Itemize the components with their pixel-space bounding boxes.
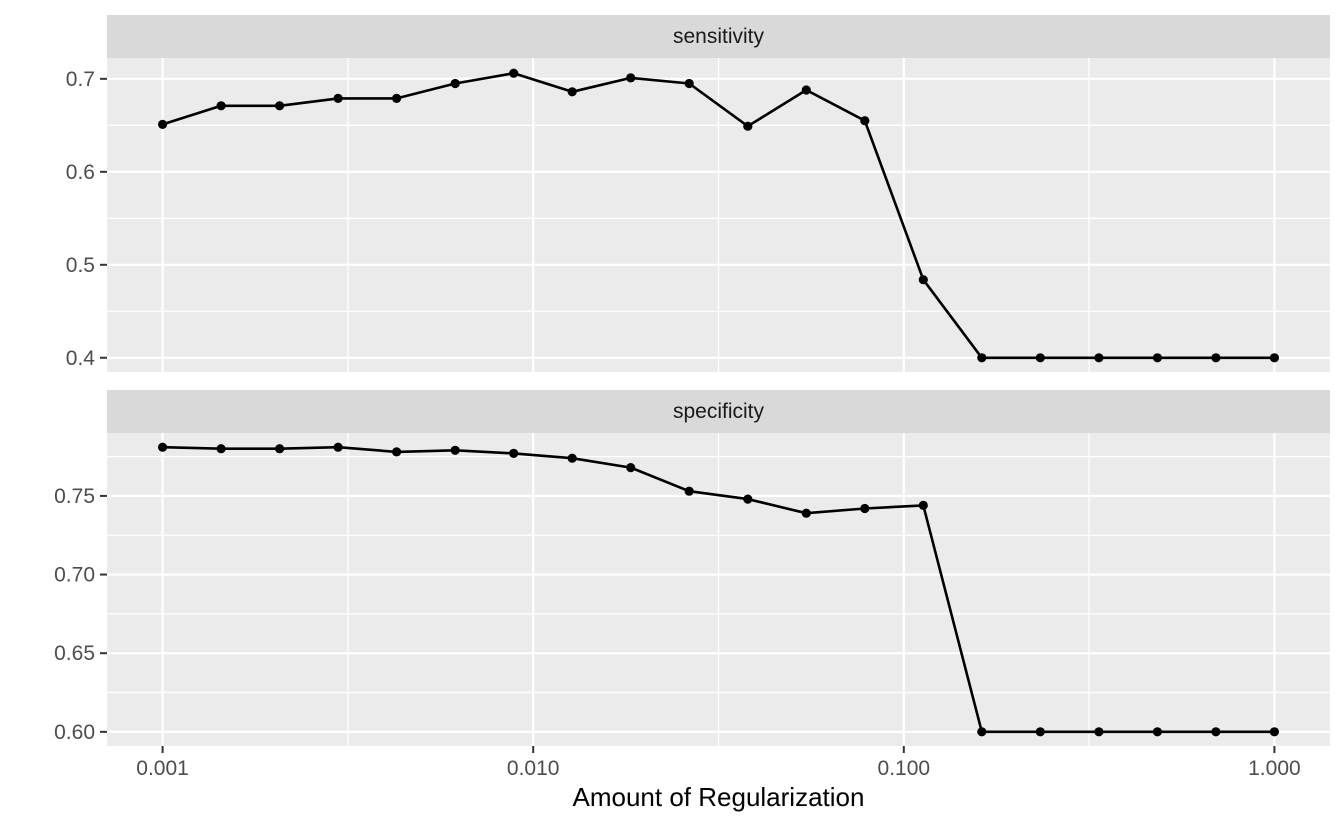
y-tick-label-specificity: 0.70 [54, 564, 95, 587]
series-line-sensitivity [162, 71, 1275, 360]
data-point-sensitivity-12 [801, 85, 811, 95]
data-point-sensitivity-4 [333, 93, 343, 103]
data-point-specificity-19 [1211, 727, 1221, 737]
data-point-specificity-17 [1094, 727, 1104, 737]
data-point-sensitivity-6 [450, 78, 460, 89]
y-tick-label-sensitivity: 0.6 [66, 161, 95, 184]
series-line-specificity [162, 445, 1275, 734]
data-point-specificity-2 [216, 444, 226, 454]
x-axis-title: Amount of Regularization [572, 782, 865, 812]
data-point-sensitivity-8 [567, 87, 577, 97]
data-point-sensitivity-7 [509, 68, 519, 78]
x-tick-label: 0.100 [878, 757, 931, 780]
y-tick-label-specificity: 0.75 [54, 485, 95, 508]
data-point-specificity-12 [801, 508, 811, 518]
x-tick-label: 1.000 [1248, 757, 1301, 780]
data-point-specificity-10 [684, 486, 694, 496]
data-point-specificity-14 [918, 500, 928, 510]
facet-strip-label-sensitivity: sensitivity [672, 24, 765, 48]
data-point-sensitivity-18 [1152, 353, 1162, 363]
data-point-sensitivity-10 [684, 78, 694, 89]
data-point-sensitivity-17 [1094, 353, 1104, 363]
data-point-sensitivity-2 [216, 101, 226, 111]
data-point-sensitivity-11 [743, 121, 753, 131]
data-point-sensitivity-20 [1269, 353, 1279, 363]
y-tick-label-sensitivity: 0.4 [66, 347, 96, 370]
data-point-sensitivity-16 [1035, 353, 1045, 363]
data-point-specificity-11 [743, 494, 753, 504]
data-point-sensitivity-5 [392, 93, 402, 103]
data-point-specificity-7 [509, 448, 519, 458]
data-point-sensitivity-13 [860, 116, 870, 126]
data-point-sensitivity-1 [158, 119, 168, 129]
x-tick-label: 0.010 [507, 757, 560, 780]
data-point-specificity-3 [275, 444, 285, 454]
data-point-sensitivity-15 [977, 353, 987, 363]
facet-strip-specificity [107, 390, 1330, 433]
y-tick-label-specificity: 0.60 [54, 721, 95, 744]
y-tick-label-specificity: 0.65 [54, 642, 95, 665]
facet-strip-label-specificity: specificity [672, 399, 765, 423]
data-point-specificity-6 [450, 445, 460, 455]
x-tick-label: 0.001 [136, 757, 189, 780]
data-point-specificity-20 [1269, 727, 1279, 737]
data-point-specificity-1 [158, 442, 168, 452]
data-point-sensitivity-19 [1211, 353, 1221, 363]
data-point-specificity-5 [392, 447, 402, 457]
facet-strip-sensitivity [107, 15, 1330, 58]
data-point-specificity-18 [1152, 727, 1162, 737]
data-point-sensitivity-14 [918, 275, 928, 285]
data-point-specificity-4 [333, 442, 343, 452]
data-point-specificity-8 [567, 453, 577, 463]
y-tick-label-sensitivity: 0.5 [66, 254, 95, 277]
data-point-specificity-16 [1035, 727, 1045, 737]
data-point-specificity-15 [977, 727, 987, 737]
data-point-sensitivity-3 [275, 101, 285, 111]
data-point-specificity-13 [860, 503, 870, 514]
y-tick-label-sensitivity: 0.7 [66, 68, 95, 91]
data-point-sensitivity-9 [626, 73, 636, 83]
data-point-specificity-9 [626, 463, 636, 473]
